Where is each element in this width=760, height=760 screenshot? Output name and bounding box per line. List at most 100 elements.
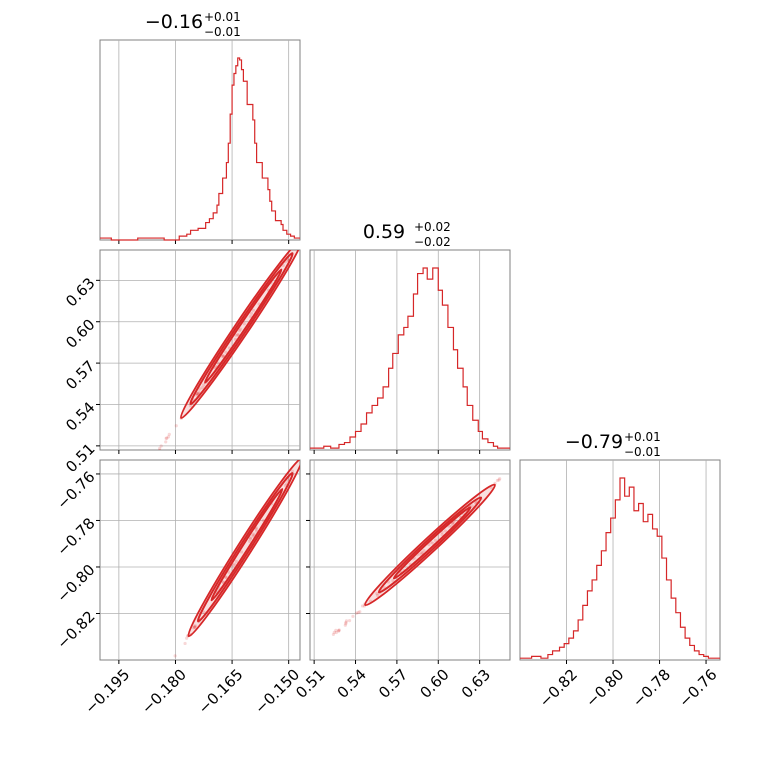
scatter-point bbox=[139, 477, 142, 480]
scatter-point bbox=[169, 662, 172, 665]
scatter-point bbox=[470, 504, 474, 508]
scatter-point bbox=[118, 741, 121, 744]
scatter-point bbox=[344, 619, 349, 623]
scatter-point bbox=[247, 539, 252, 543]
scatter-point bbox=[193, 625, 197, 629]
scatter-point bbox=[131, 486, 134, 489]
scatter-point bbox=[192, 624, 197, 628]
scatter-point bbox=[129, 492, 132, 495]
scatter-point bbox=[155, 453, 158, 456]
scatter-point bbox=[290, 469, 295, 473]
histogram-panel: −0.16 +0.01−0.01 bbox=[99, 10, 301, 244]
scatter-point bbox=[202, 383, 206, 387]
panel-frame bbox=[99, 39, 301, 241]
scatter-point bbox=[147, 462, 150, 465]
contour-middle bbox=[196, 472, 294, 623]
scatter-point bbox=[146, 467, 149, 470]
scatter-point bbox=[130, 726, 133, 729]
scatter-point bbox=[200, 386, 204, 390]
scatter-point bbox=[164, 436, 168, 440]
histogram-panel: −0.79 +0.01−0.01 −0.82 −0.80 −0.78 −0.76 bbox=[519, 430, 721, 711]
scatter-point bbox=[236, 333, 240, 337]
x-tick-label: 0.57 bbox=[375, 666, 411, 702]
scatter-point bbox=[351, 614, 355, 618]
panel-content bbox=[122, 250, 300, 507]
scatter-point bbox=[238, 329, 242, 333]
scatter-point bbox=[167, 432, 171, 436]
scatter-point bbox=[138, 479, 141, 482]
x-tick-label: 0.51 bbox=[292, 666, 328, 702]
x-tick-label: −0.76 bbox=[675, 666, 720, 711]
scatter-point bbox=[185, 636, 189, 640]
scatter-point bbox=[238, 327, 243, 331]
scatter-point bbox=[159, 444, 163, 448]
scatter-point bbox=[391, 578, 395, 583]
scatter-point bbox=[141, 474, 144, 477]
scatter-contour-panel: −0.82−0.80−0.78−0.76−0.195 −0.180 −0.165 −0… bbox=[53, 459, 303, 745]
scatter-point bbox=[344, 621, 348, 626]
x-tick-label: 0.63 bbox=[458, 666, 494, 702]
scatter-point bbox=[131, 486, 134, 489]
scatter-point bbox=[194, 393, 199, 397]
scatter-point bbox=[132, 489, 135, 492]
scatter-point bbox=[489, 485, 493, 490]
scatter-point bbox=[221, 354, 225, 358]
param-title-upper-error: +0.01 bbox=[204, 10, 241, 24]
scatter-point bbox=[251, 308, 256, 312]
y-tick-label: 0.54 bbox=[62, 398, 98, 434]
scatter-point bbox=[236, 333, 240, 337]
x-tick-label: 0.54 bbox=[334, 666, 370, 702]
scatter-point bbox=[165, 436, 169, 440]
scatter-point bbox=[249, 314, 253, 319]
param-title: −0.16 bbox=[145, 11, 203, 33]
contour-inner bbox=[210, 488, 284, 602]
param-title: 0.59 bbox=[363, 221, 405, 243]
scatter-point bbox=[440, 532, 444, 537]
contour-outer bbox=[187, 460, 300, 638]
scatter-point bbox=[224, 575, 228, 579]
scatter-point bbox=[193, 624, 198, 628]
param-title: −0.79 bbox=[565, 431, 623, 453]
scatter-point bbox=[251, 534, 255, 538]
panel-frame bbox=[309, 249, 511, 451]
y-tick-label: −0.80 bbox=[53, 561, 98, 606]
scatter-point bbox=[234, 559, 238, 564]
scatter-point bbox=[358, 610, 362, 614]
y-tick-label: 0.51 bbox=[62, 440, 98, 476]
scatter-point bbox=[129, 725, 132, 728]
scatter-point bbox=[122, 504, 125, 507]
scatter-point bbox=[337, 629, 341, 633]
y-tick-label: 0.63 bbox=[62, 274, 98, 310]
scatter-point bbox=[497, 478, 501, 482]
panel-content bbox=[118, 460, 300, 745]
scatter-point bbox=[173, 654, 177, 658]
panel-frame bbox=[309, 459, 511, 661]
scatter-point bbox=[360, 604, 365, 608]
scatter-point bbox=[224, 350, 228, 354]
scatter-point bbox=[431, 541, 435, 545]
scatter-point bbox=[183, 641, 187, 646]
scatter-point bbox=[202, 610, 206, 614]
scatter-point bbox=[192, 626, 196, 630]
scatter-point bbox=[162, 674, 165, 677]
scatter-point bbox=[343, 623, 347, 627]
scatter-point bbox=[197, 390, 201, 394]
x-tick-label: −0.82 bbox=[536, 666, 581, 711]
scatter-point bbox=[450, 522, 455, 526]
scatter-point bbox=[166, 435, 171, 439]
scatter-point bbox=[252, 532, 256, 536]
scatter-point bbox=[158, 446, 162, 450]
scatter-point bbox=[249, 311, 254, 315]
scatter-point bbox=[334, 628, 338, 632]
scatter-point bbox=[227, 570, 231, 574]
scatter-point bbox=[248, 536, 252, 540]
scatter-point bbox=[119, 742, 122, 745]
scatter-point bbox=[188, 404, 193, 408]
scatter-point bbox=[221, 355, 225, 359]
scatter-point bbox=[251, 533, 255, 537]
param-title-lower-error: −0.01 bbox=[204, 25, 241, 39]
scatter-point bbox=[221, 354, 226, 358]
scatter-point bbox=[145, 467, 148, 470]
